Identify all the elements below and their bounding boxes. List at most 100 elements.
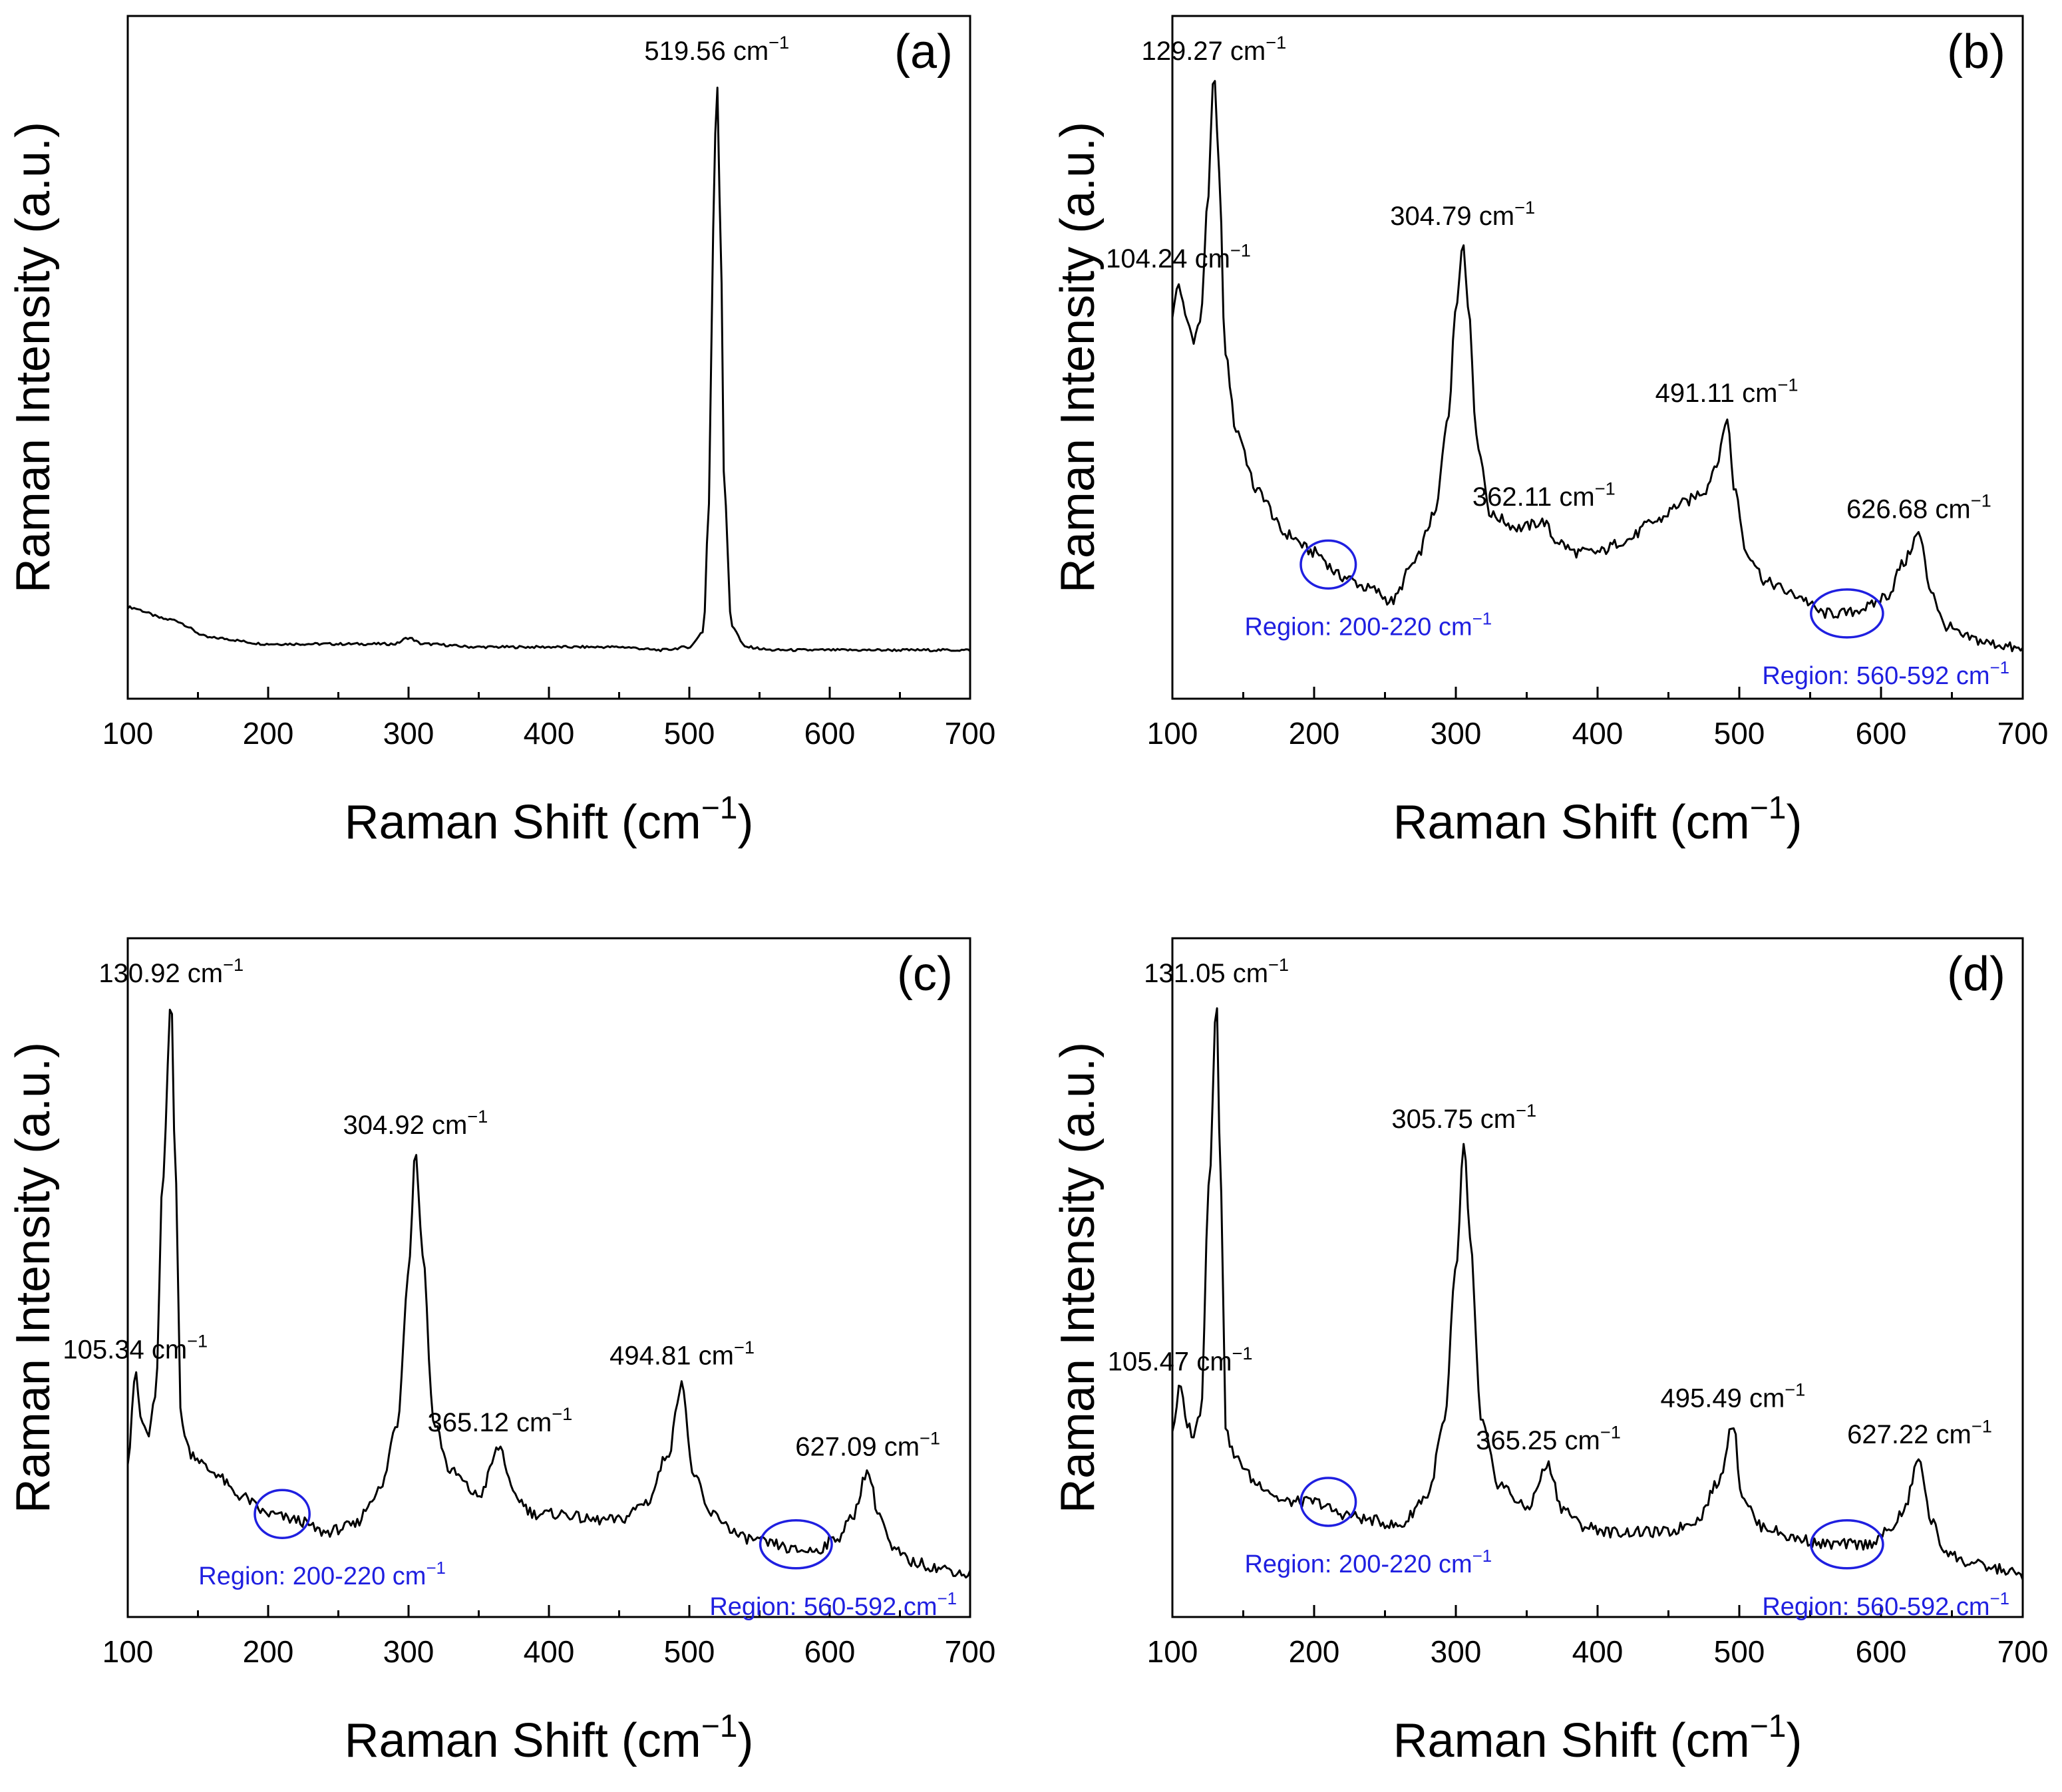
x-tick-label: 200	[243, 716, 294, 751]
region-label-sup: −1	[1472, 610, 1492, 628]
region-label-sup: −1	[1990, 1590, 2009, 1608]
peak-label: 627.09 cm−1	[795, 1428, 940, 1462]
region-circle	[1810, 588, 1884, 639]
peak-label-text: 304.79 cm	[1390, 202, 1514, 231]
peak-label-sup: −1	[734, 1337, 755, 1357]
x-axis-label-main: Raman Shift	[345, 1714, 608, 1767]
peak-label-text: 365.25 cm	[1476, 1426, 1600, 1455]
peak-label: 130.92 cm−1	[98, 954, 244, 988]
peak-label: 519.56 cm−1	[644, 32, 789, 66]
region-label-text: Region: 560-592 cm	[709, 1593, 937, 1621]
peak-label-text: 105.47 cm	[1108, 1347, 1232, 1377]
region-label: Region: 560-592 cm−1	[709, 1590, 957, 1621]
peak-label-text: 627.22 cm	[1847, 1420, 1972, 1449]
y-axis-label: Raman Intensity (a.u.)	[7, 1042, 60, 1513]
x-tick-label: 400	[524, 716, 575, 751]
region-circle	[759, 1519, 833, 1570]
x-tick-label: 400	[524, 1634, 575, 1669]
peak-label: 131.05 cm−1	[1144, 954, 1289, 988]
region-label: Region: 560-592 cm−1	[1762, 659, 2009, 690]
peak-label-text: 304.92 cm	[343, 1111, 467, 1140]
x-tick-label: 600	[1856, 716, 1907, 751]
peak-label-text: 495.49 cm	[1661, 1383, 1785, 1413]
region-label-text: Region: 200-220 cm	[1244, 1550, 1472, 1578]
peak-label: 494.81 cm−1	[609, 1337, 755, 1371]
x-axis-label-main: Raman Shift	[1393, 796, 1657, 849]
y-axis-label: Raman Intensity (a.u.)	[1051, 122, 1105, 593]
region-label-sup: −1	[1990, 659, 2009, 677]
x-axis-label: Raman Shift (cm−1)	[345, 1709, 754, 1767]
spectrum-line	[126, 87, 971, 653]
peak-label-text: 130.92 cm	[98, 959, 223, 988]
x-axis-label-space	[608, 796, 621, 849]
x-axis-label-unit: (cm	[1670, 796, 1750, 849]
x-axis-label-main: Raman Shift	[1393, 1714, 1657, 1767]
peak-label: 304.92 cm−1	[343, 1106, 488, 1140]
peak-label-sup: −1	[1230, 240, 1251, 260]
peak-label: 105.47 cm−1	[1108, 1343, 1253, 1377]
region-label-sup: −1	[1472, 1547, 1492, 1566]
region-label: Region: 200-220 cm−1	[198, 1559, 446, 1590]
peak-label-sup: −1	[467, 1106, 488, 1127]
x-tick-label: 300	[383, 1634, 434, 1669]
peak-label-sup: −1	[1600, 1421, 1621, 1442]
x-axis-label-close: )	[737, 1714, 753, 1767]
region-label-text: Region: 200-220 cm	[198, 1562, 426, 1590]
panel-label: (c)	[897, 948, 953, 1001]
peak-label-text: 626.68 cm	[1846, 495, 1971, 524]
peak-label-sup: −1	[223, 954, 244, 975]
peak-label-sup: −1	[552, 1403, 572, 1424]
region-label: Region: 560-592 cm−1	[1762, 1590, 2009, 1621]
peak-label-sup: −1	[769, 32, 789, 53]
x-tick-label: 200	[1289, 1634, 1340, 1669]
peak-label-text: 494.81 cm	[609, 1342, 734, 1371]
peak-label-sup: −1	[920, 1428, 940, 1449]
x-axis-label-unit: (cm	[621, 1714, 701, 1767]
x-axis-label: Raman Shift (cm−1)	[345, 791, 754, 849]
x-tick-label: 600	[804, 1634, 856, 1669]
region-label-sup: −1	[426, 1559, 445, 1578]
x-tick-label: 600	[804, 716, 856, 751]
x-axis-label-close: )	[737, 796, 753, 849]
panel-label: (a)	[894, 25, 953, 79]
peak-label-text: 131.05 cm	[1144, 959, 1268, 988]
region-label-text: Region: 200-220 cm	[1244, 613, 1472, 641]
peak-label-sup: −1	[1785, 1379, 1805, 1400]
x-axis-label-unit: (cm	[1670, 1714, 1750, 1767]
x-tick-label: 200	[243, 1634, 294, 1669]
peak-label-sup: −1	[1268, 954, 1289, 975]
region-circle	[1810, 1519, 1884, 1570]
peak-label: 491.11 cm−1	[1655, 374, 1799, 408]
x-tick-label: 400	[1572, 1634, 1624, 1669]
x-axis-label-sup: −1	[701, 791, 738, 826]
x-tick-label: 100	[1147, 1634, 1198, 1669]
peak-label-sup: −1	[1972, 1415, 1992, 1436]
x-tick-label: 700	[1997, 716, 2049, 751]
x-tick-label: 300	[383, 716, 434, 751]
panel-label: (b)	[1947, 25, 2005, 79]
peak-label-sup: −1	[1266, 32, 1286, 53]
region-circle	[1299, 539, 1357, 590]
peak-label: 362.11 cm−1	[1472, 478, 1616, 512]
spectrum-line	[126, 1008, 971, 1579]
peak-label-text: 305.75 cm	[1391, 1105, 1516, 1134]
peak-label: 105.34 cm−1	[63, 1331, 208, 1365]
peak-label-sup: −1	[1595, 478, 1616, 498]
region-label-text: Region: 560-592 cm	[1762, 662, 1989, 690]
peak-label-sup: −1	[187, 1331, 208, 1351]
peak-label-sup: −1	[1232, 1343, 1253, 1363]
x-tick-label: 700	[1997, 1634, 2049, 1669]
peak-label: 365.12 cm−1	[428, 1403, 573, 1437]
peak-label: 495.49 cm−1	[1661, 1379, 1806, 1413]
peak-label-text: 104.24 cm	[1106, 244, 1230, 273]
peak-label-text: 365.12 cm	[428, 1408, 552, 1437]
x-axis-label: Raman Shift (cm−1)	[1393, 791, 1803, 849]
peak-label-sup: −1	[1516, 1100, 1536, 1121]
region-circle	[254, 1489, 311, 1539]
region-label-text: Region: 560-592 cm	[1762, 1593, 1989, 1621]
region-label-sup: −1	[938, 1590, 957, 1608]
